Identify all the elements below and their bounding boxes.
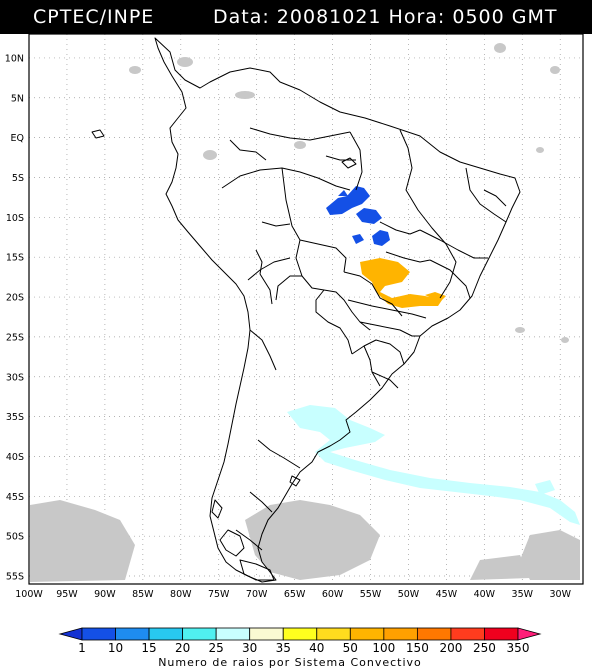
colorbar-value-label: 100 — [372, 641, 395, 655]
lon-tick-label: 95W — [56, 589, 78, 600]
colorbar-labels: 1 10 15 20 25 30 35 40 50 100 150 200 250 350 — [78, 641, 529, 655]
lon-tick-label: 35W — [512, 589, 534, 600]
colorbar-value-label: 30 — [242, 641, 257, 655]
colorbar-swatch — [450, 627, 485, 641]
lon-tick-label: 55W — [360, 589, 382, 600]
colorbar-value-label: 35 — [276, 641, 291, 655]
lon-tick-label: 85W — [132, 589, 154, 600]
colorbar-swatch — [81, 627, 116, 641]
coastlines — [91, 37, 521, 583]
latitude-labels: 10N 5N EQ 5S 10S 15S 20S 25S 30S 35S 40S 45S 50S 55S — [5, 53, 24, 582]
lat-tick-label: 55S — [6, 572, 24, 583]
lat-tick-label: 10N — [5, 53, 24, 64]
header-datetime: Data: 20081021 Hora: 0500 GMT — [213, 6, 558, 28]
colorbar-swatch — [416, 627, 452, 641]
lon-tick-label: 50W — [398, 589, 420, 600]
lat-tick-label: EQ — [11, 133, 24, 144]
colorbar-value-label: 20 — [175, 641, 190, 655]
colorbar-swatch — [383, 627, 418, 641]
colorbar-swatch — [58, 627, 83, 641]
header-title: CPTEC/INPE — [33, 6, 155, 28]
header-bar: CPTEC/INPE Data: 20081021 Hora: 0500 GMT — [0, 0, 592, 34]
colorbar-value-label: 350 — [507, 641, 530, 655]
lon-tick-label: 100W — [15, 589, 43, 600]
lon-tick-label: 60W — [322, 589, 344, 600]
lat-tick-label: 10S — [6, 213, 24, 224]
lat-tick-label: 45S — [6, 492, 24, 503]
lon-tick-label: 40W — [474, 589, 496, 600]
colorbar-value-label: 150 — [406, 641, 429, 655]
colorbar-swatch — [249, 627, 284, 641]
colorbar-value-label: 250 — [473, 641, 496, 655]
colorbar-value-label: 40 — [309, 641, 324, 655]
lon-tick-label: 70W — [246, 589, 268, 600]
colorbar-value-label: 15 — [141, 641, 156, 655]
colorbar-swatch — [115, 627, 150, 641]
lon-tick-label: 45W — [436, 589, 458, 600]
lat-tick-label: 15S — [6, 253, 24, 264]
lightning-map: 10N5NEQ5S10S15S20S25S30S35S40S45S50S55S … — [5, 34, 584, 669]
colorbar-swatch — [484, 627, 519, 641]
lat-tick-label: 25S — [6, 332, 24, 343]
colorbar-swatch — [215, 627, 251, 641]
lat-tick-label: 35S — [6, 412, 24, 423]
colorbar-swatch — [517, 627, 542, 641]
colorbar-caption: Numero de raios por Sistema Convectivo — [158, 656, 422, 669]
lat-tick-label: 5N — [11, 93, 24, 104]
lat-tick-label: 50S — [6, 532, 24, 543]
colorbar-swatch — [282, 627, 318, 641]
colorbar-swatch — [349, 627, 385, 641]
colorbar-swatch — [148, 627, 184, 641]
colorbar-value-label: 200 — [439, 641, 462, 655]
longitude-labels: 100W 95W 90W 85W 80W 75W 70W 65W 60W 55W 50W 45W 40W… — [15, 589, 571, 600]
convective-system-orange — [360, 258, 446, 308]
lon-tick-label: 80W — [170, 589, 192, 600]
colorbar-value-label: 1 — [78, 641, 86, 655]
map-frame — [28, 34, 584, 585]
lat-tick-label: 30S — [6, 372, 24, 383]
cloud-cover — [30, 43, 580, 582]
lat-tick-label: 20S — [6, 293, 24, 304]
colorbar — [58, 627, 542, 641]
colorbar-swatch — [182, 627, 217, 641]
lat-tick-label: 5S — [12, 173, 24, 184]
lon-tick-label: 75W — [208, 589, 230, 600]
convective-system-light — [287, 405, 580, 525]
colorbar-value-label: 10 — [108, 641, 123, 655]
colorbar-value-label: 50 — [343, 641, 358, 655]
colorbar-value-label: 25 — [209, 641, 224, 655]
convective-system-blue — [326, 186, 390, 246]
lon-tick-label: 90W — [94, 589, 116, 600]
lat-tick-label: 40S — [6, 452, 24, 463]
lon-tick-label: 30W — [549, 589, 571, 600]
lon-tick-label: 65W — [284, 589, 306, 600]
colorbar-swatch — [316, 627, 351, 641]
